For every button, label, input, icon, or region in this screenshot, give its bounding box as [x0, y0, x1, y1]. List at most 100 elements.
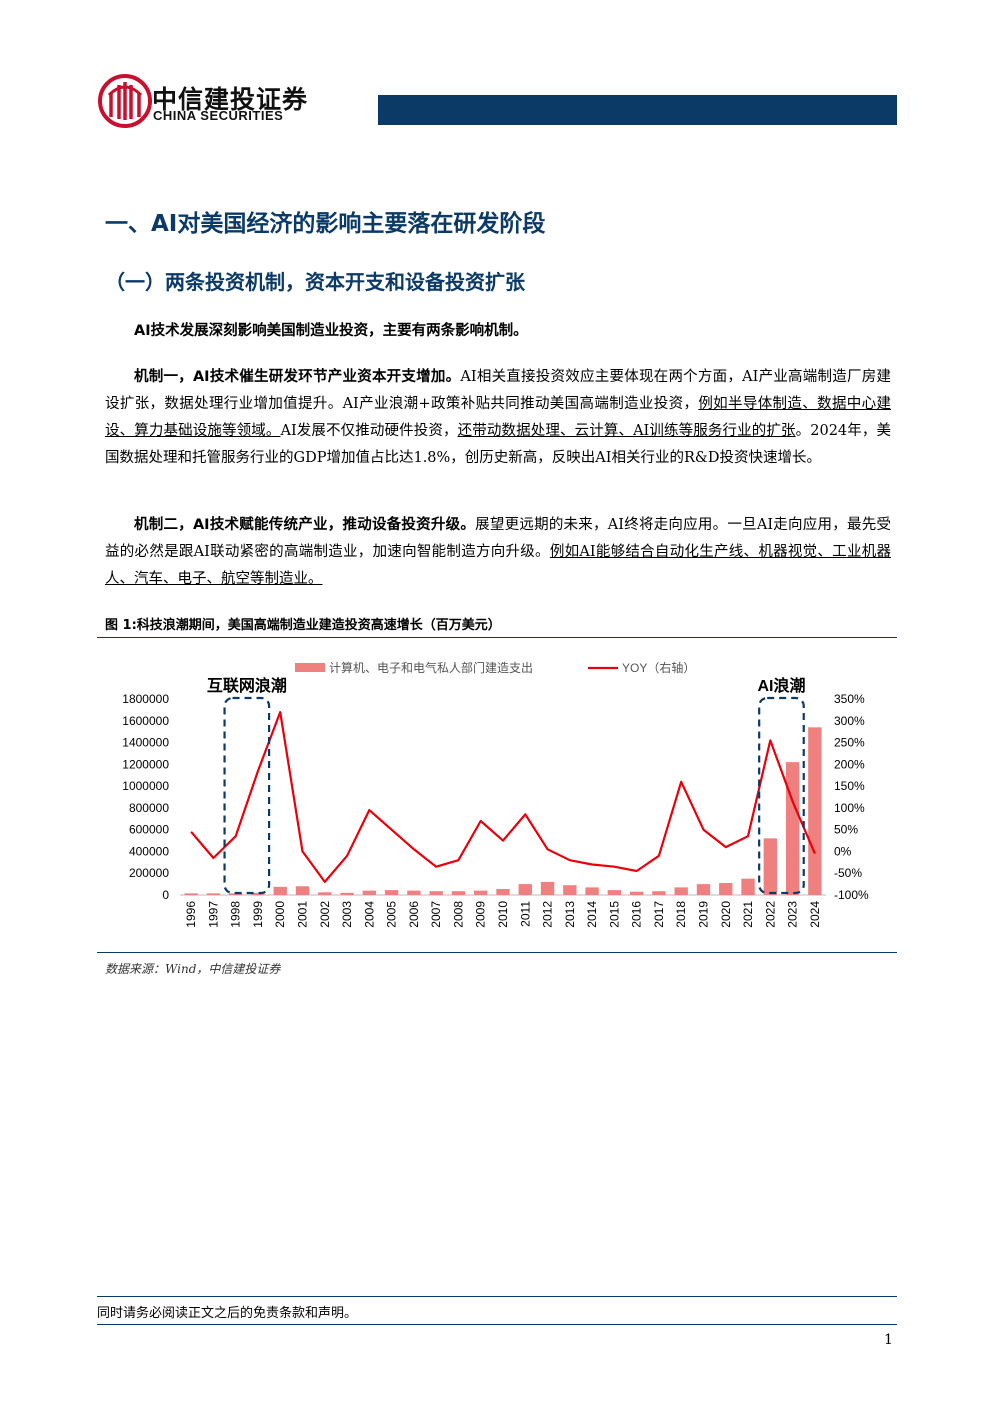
text-run: AI发展不仅推动硬件投资，: [280, 423, 458, 439]
x-tick-label: 2024: [808, 901, 822, 928]
x-tick-label: 2001: [296, 901, 310, 928]
x-tick-label: 2021: [741, 901, 755, 928]
x-tick-label: 1999: [251, 901, 265, 928]
text-run: 。2024年，美国数据处理和托管服务行业的GDP增加值占比达1.8%，创历史新高…: [105, 423, 892, 466]
x-tick-label: 2011: [518, 901, 532, 927]
highlight-box: [223, 696, 271, 895]
x-tick-label: 2000: [273, 901, 287, 928]
bar: [251, 892, 265, 895]
page-number: 1: [884, 1332, 893, 1348]
bar: [407, 890, 421, 895]
text-run: 例如AI能够结合自动化生产线、机器视觉、工业机器人、汽车、电子、航空等制造业。: [105, 544, 891, 587]
bar: [496, 889, 510, 895]
bar: [763, 838, 777, 895]
figure-caption: 图 1:科技浪潮期间，美国高端制造业建造投资高速增长（百万美元）: [105, 618, 501, 633]
bar: [273, 886, 287, 895]
x-tick-label: 2017: [652, 901, 666, 928]
bar: [719, 883, 733, 895]
text-run: AI技术发展深刻影响美国制造业投资，主要有两条影响机制。: [134, 323, 528, 339]
y2-tick-label: 100%: [834, 801, 865, 815]
bar: [585, 887, 599, 895]
legend-label: YOY（右轴）: [622, 660, 695, 675]
y-tick-label: 1600000: [122, 714, 169, 728]
bar: [318, 892, 332, 895]
x-tick-label: 2019: [696, 901, 710, 928]
bar: [518, 884, 532, 895]
rule: [97, 1296, 897, 1297]
logo-text: 中信建投证券: [152, 85, 309, 114]
text-run: 机制二，AI技术赋能传统产业，推动设备投资升级。: [134, 517, 476, 533]
bar: [785, 762, 800, 895]
paragraph: 机制二，AI技术赋能传统产业，推动设备投资升级。展望更远期的未来，AI终将走向应…: [105, 512, 891, 593]
x-tick-label: 2009: [474, 901, 488, 928]
bar: [674, 887, 688, 895]
bar: [384, 890, 399, 895]
x-tick-label: 2018: [674, 901, 688, 928]
x-tick-label: 2016: [630, 901, 644, 928]
y2-tick-label: 200%: [834, 757, 865, 771]
y-tick-label: 1800000: [122, 692, 169, 706]
bar: [206, 893, 221, 895]
bar: [451, 891, 466, 895]
y2-tick-label: -50%: [834, 866, 862, 880]
x-tick-label: 2003: [340, 901, 354, 928]
y-tick-label: 400000: [129, 844, 169, 858]
logo-text-en: CHINA SECURITIES: [153, 108, 284, 123]
rule: [97, 1324, 897, 1325]
y2-tick-label: -100%: [834, 888, 869, 902]
bar: [563, 885, 577, 895]
bar: [229, 893, 243, 895]
y-tick-label: 1400000: [122, 736, 169, 750]
x-tick-label: 2007: [429, 901, 443, 928]
bar: [629, 891, 644, 895]
x-tick-label: 2023: [786, 901, 800, 928]
x-tick-label: 2008: [451, 901, 465, 928]
annotation: AI浪潮: [757, 676, 805, 695]
bar: [362, 890, 377, 895]
paragraph: AI技术发展深刻影响美国制造业投资，主要有两条影响机制。: [105, 318, 891, 345]
heading: 一、AI对美国经济的影响主要落在研发阶段: [105, 211, 546, 237]
paragraph: 机制一，AI技术催生研发环节产业资本开支增加。AI相关直接投资效应主要体现在两个…: [105, 364, 891, 472]
x-tick-label: 2004: [362, 901, 376, 928]
disclaimer: 同时请务必阅读正文之后的免责条款和声明。: [97, 1306, 358, 1321]
source: 数据来源：Wind，中信建投证券: [105, 962, 281, 976]
rule: [97, 637, 897, 638]
bar: [741, 878, 755, 895]
highlight-box: [758, 696, 805, 895]
rule: [97, 952, 897, 953]
legend-swatch: [295, 663, 325, 672]
x-tick-label: 2014: [585, 901, 599, 928]
x-tick-label: 2013: [563, 901, 577, 928]
legend-label: 计算机、电子和电气私人部门建造支出: [329, 660, 533, 675]
bar: [607, 890, 622, 895]
y-tick-label: 1000000: [122, 779, 169, 793]
bar: [184, 893, 198, 895]
x-tick-label: 2022: [763, 901, 777, 928]
x-tick-label: 1996: [184, 901, 198, 928]
y2-tick-label: 0%: [834, 844, 852, 858]
bar: [540, 881, 555, 895]
chart: 0 200000 400000 600000 800000 1000000 1200000 1…: [122, 660, 869, 928]
y-tick-label: 1200000: [122, 757, 169, 771]
y-tick-label: 800000: [129, 801, 169, 815]
logo-mark: [98, 74, 152, 128]
bar: [652, 891, 666, 895]
x-tick-label: 1997: [206, 901, 220, 928]
annotation: 互联网浪潮: [207, 676, 287, 695]
y2-tick-label: 300%: [834, 714, 865, 728]
bar: [474, 890, 488, 895]
text-run: 展望更远期的未来，AI终将走向应用。一旦AI走向应用，最先受益的必然是跟AI联动…: [105, 517, 891, 560]
y-tick-label: 0: [162, 888, 169, 902]
x-tick-label: 2006: [407, 901, 421, 928]
bar: [340, 892, 354, 895]
y-tick-label: 200000: [129, 866, 169, 880]
y2-tick-label: 50%: [834, 823, 858, 837]
x-tick-label: 2015: [607, 901, 621, 928]
x-tick-label: 2002: [318, 901, 332, 928]
text-run: 还带动数据处理、云计算、AI训练等服务行业的扩张: [457, 423, 796, 439]
bar: [295, 886, 310, 895]
y2-tick-label: 150%: [834, 779, 865, 793]
text-run: AI相关直接投资效应主要体现在两个方面，AI产业高端制造厂房建设扩张，数据处理行…: [105, 369, 891, 412]
bar: [696, 884, 711, 895]
